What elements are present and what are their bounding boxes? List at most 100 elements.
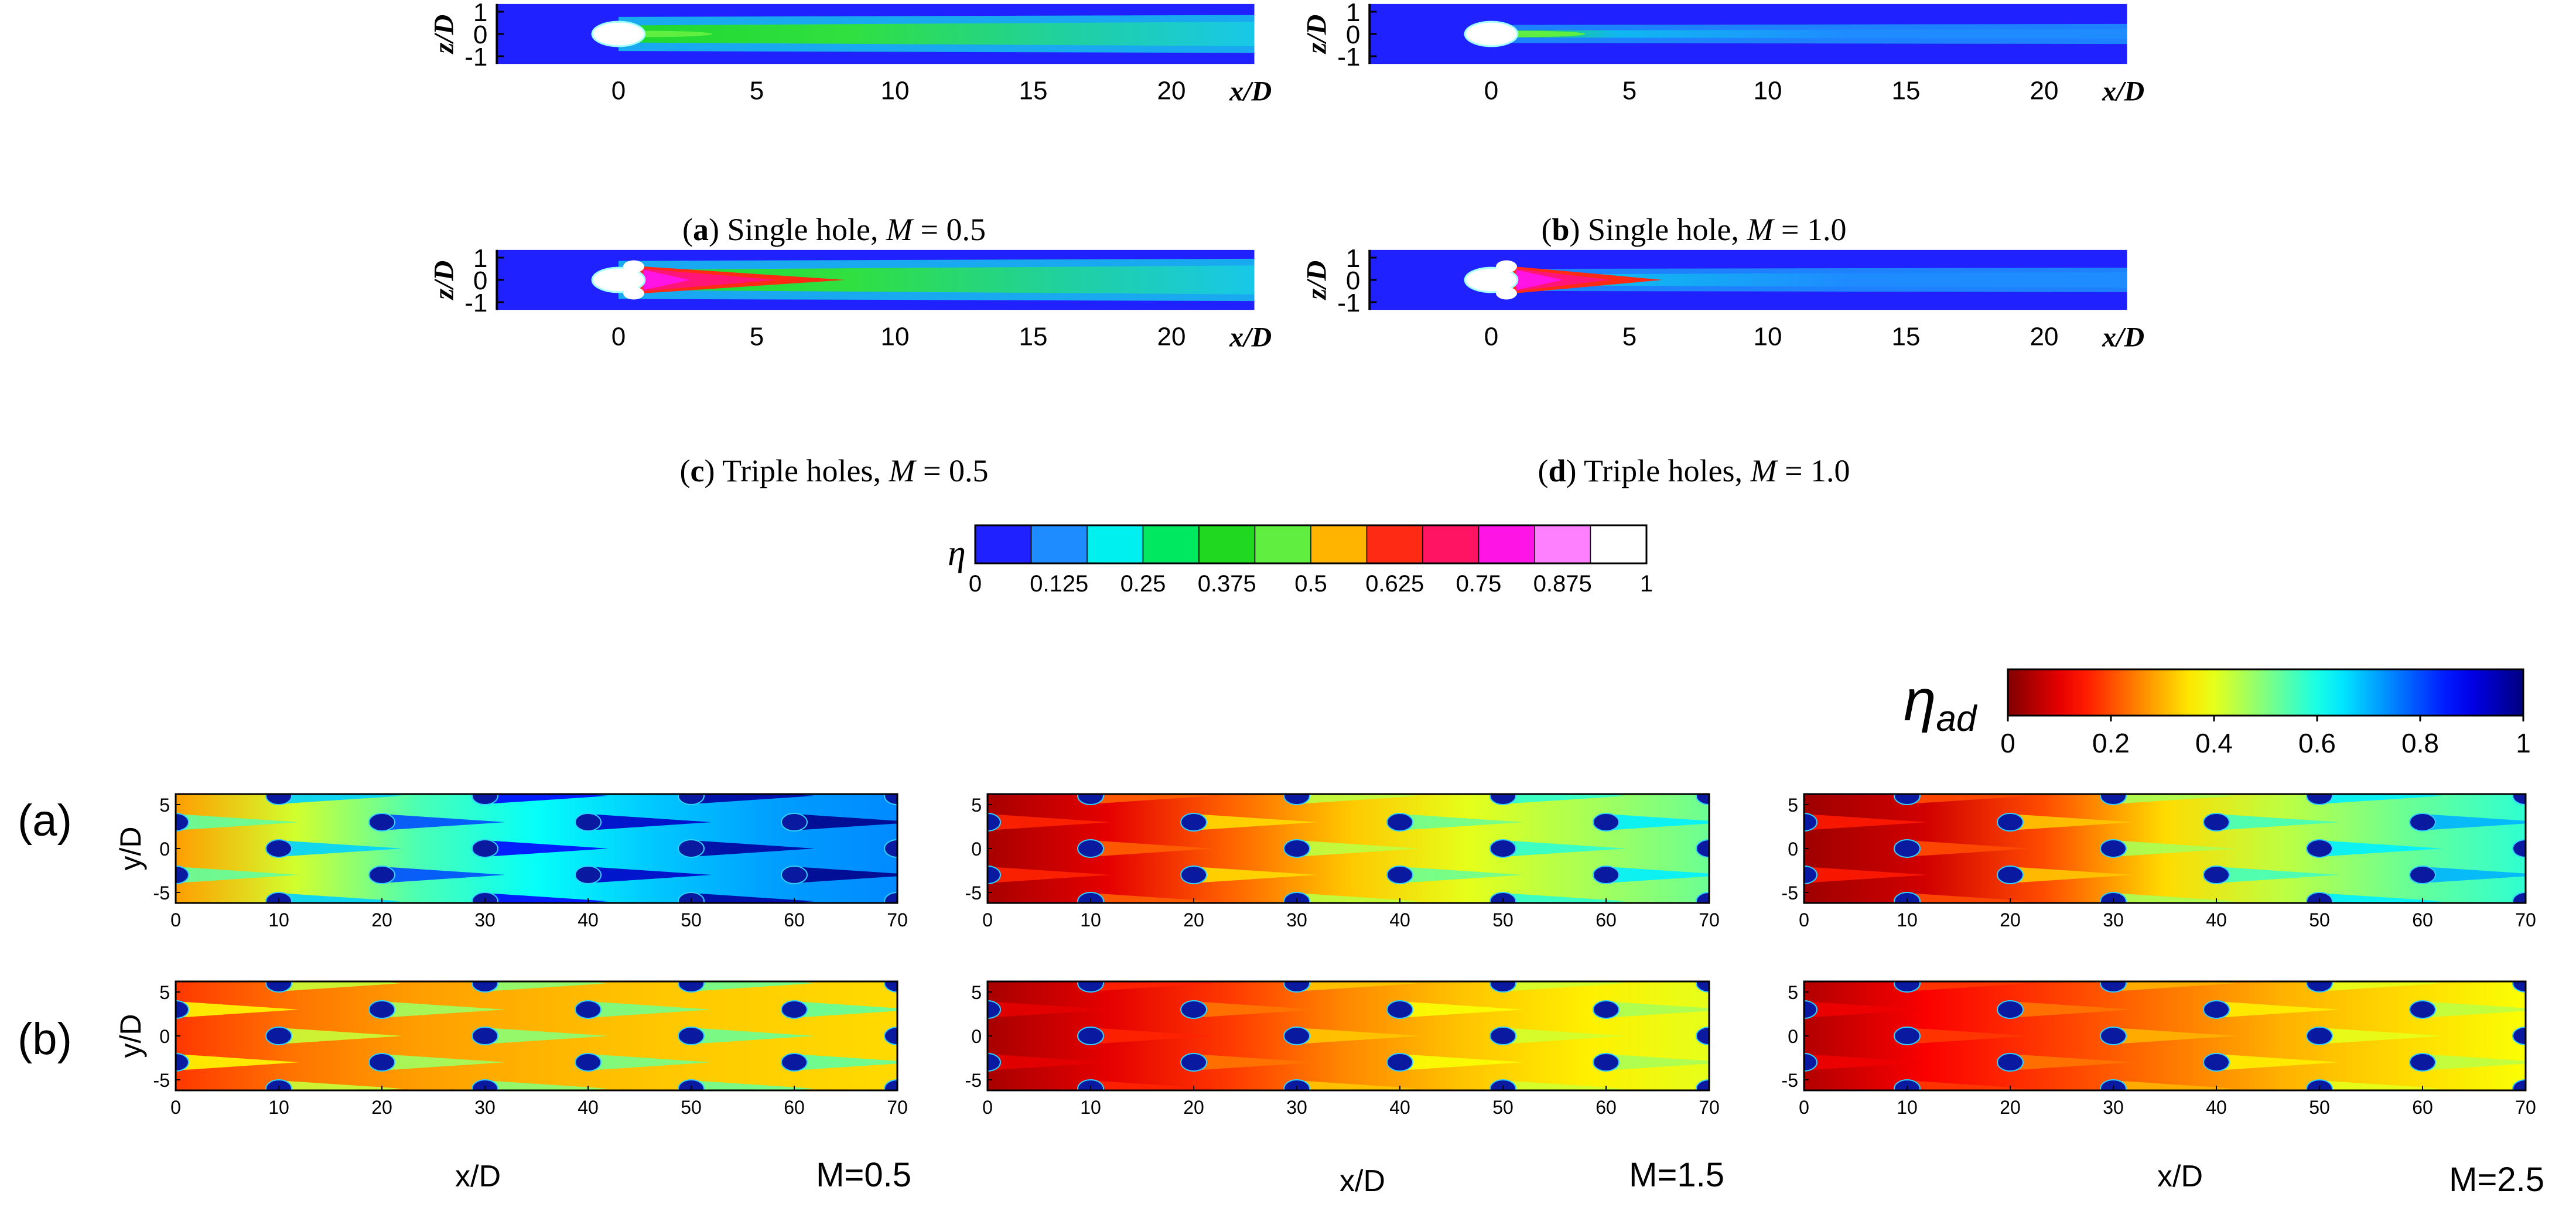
hole-wake [1907,1080,2031,1090]
x-tick-label: 50 [2309,1097,2330,1118]
hole-wake [279,981,403,991]
hole-wake [988,1054,1112,1070]
colorbar-level [1198,525,1256,564]
x-tick-label: 20 [2030,322,2059,351]
hole-wake [2526,893,2576,909]
x-tick-label: 20 [2000,909,2021,931]
cooling-hole [1489,892,1516,903]
hole-wake [176,867,300,883]
hole-wake [1297,1028,1421,1044]
x-tick-label: 70 [887,909,908,931]
cooling-hole [368,866,395,884]
cooling-hole [2100,892,2127,903]
y-tick-label: 0 [159,839,170,860]
cooling-hole [2203,866,2230,884]
cooling-hole [1180,866,1207,884]
cooling-hole [884,839,897,858]
cooling-hole [1386,813,1413,832]
m-label-col3: M=2.5 [2449,1161,2544,1199]
x-tick-label: 0 [170,1097,181,1118]
y-axis-label: z/D [428,15,459,55]
hole-wake [1091,840,1215,857]
row-label-a: (a) [18,796,72,846]
coolant-jet [1505,29,2127,39]
hole-wake [1194,1054,1318,1070]
panel-c: 10-1z/D0 5 10 15 20 x/D [428,244,1272,353]
cooling-hole [678,839,705,858]
hole-wake [2113,893,2237,903]
y-tick-label: -1 [1337,289,1360,317]
caption-a: (a) Single hole, M = 0.5 [682,212,986,247]
hole-wake [2319,1080,2444,1090]
colorbar-tick-label: 0.625 [1365,571,1424,597]
y-tick-label: 0 [971,839,982,860]
x-tick-label: 10 [881,76,910,105]
x-tick-label: 20 [1183,909,1204,931]
map-a-M=0.5: 50-50 10 20 30 40 50 60 70y/D [114,793,908,931]
hole-wake [2113,981,2237,991]
cooling-hole [472,794,498,805]
hole-wake [1297,893,1421,903]
caption-c: (c) Triple holes, M = 0.5 [680,453,989,488]
y-tick-label: -1 [464,289,487,317]
cooling-hole [2306,1079,2333,1090]
cooling-hole [472,839,498,858]
hole-wake [2423,814,2526,830]
hole-wake [1804,867,1928,883]
cooling-hole [1489,981,1516,993]
hole-wake [2216,1001,2341,1018]
hole-wake [485,893,609,903]
hole-wake [2216,867,2341,883]
cooling-hole [2306,981,2333,993]
hole-wake [2423,1001,2526,1018]
row-label-b: (b) [18,1014,72,1064]
cooling-hole [884,1079,897,1090]
x-tick-label: 5 [750,322,764,351]
hole-wake [794,1054,897,1070]
colorbar-tick-label: 0.375 [1198,571,1256,597]
hole-wake [794,867,897,883]
x-tick-label: 50 [2309,909,2330,931]
hole-wake [279,840,403,857]
cooling-hole [2203,1000,2230,1019]
hole-wake [1400,814,1524,830]
hole-wake [988,814,1112,830]
hole-wake [794,814,897,830]
cooling-hole [1077,981,1104,993]
hole-wake [1194,867,1318,883]
cooling-hole [176,813,189,832]
cooling-hole [2100,1079,2127,1090]
colorbar-level [1422,525,1480,564]
hole-wake [382,814,506,830]
x-tick-label: 5 [750,76,764,105]
colorbar-tick-label: 0 [2000,728,2015,758]
coolant-jet [1505,272,2127,288]
x-tick-label: 20 [371,1097,392,1118]
x-tick-label: 10 [1080,909,1101,931]
cooling-hole [2512,1079,2526,1090]
hole-wake [2526,1028,2576,1044]
y-tick-label: 5 [971,982,982,1003]
colorbar-level [1142,525,1200,564]
cooling-hole [678,1027,705,1045]
cooling-hole [1489,794,1516,805]
cooling-hole [1283,892,1310,903]
colorbar-tick-label: 0.5 [1294,571,1327,597]
peak-effectiveness-wedge [1516,269,1611,291]
cooling-hole [2100,839,2127,858]
cooling-hole [265,892,292,903]
cooling-hole [472,892,498,903]
hole-wake [588,1054,712,1070]
x-axis-label: x/D [2102,76,2144,107]
hole-lower [1496,287,1517,300]
hole-wake [1297,840,1421,857]
x-tick-label: 10 [268,1097,289,1118]
x-tick-label: 70 [887,1097,908,1118]
cooling-hole [1593,813,1620,832]
hole-upper [623,260,644,273]
cooling-hole [1180,1053,1207,1072]
cooling-hole [1804,866,1817,884]
cooling-hole [2100,981,2127,993]
x-tick-label: 60 [1596,909,1617,931]
cooling-hole [1077,794,1104,805]
